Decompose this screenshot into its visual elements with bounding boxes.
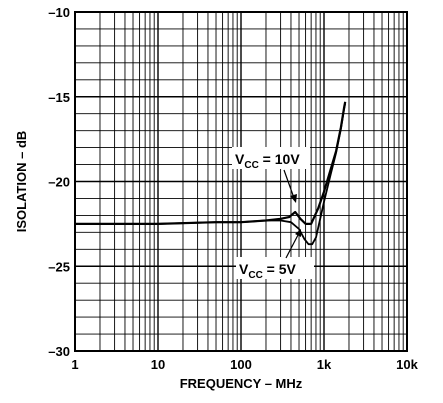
y-tick-label: –10 [48,5,70,20]
y-tick-label: –30 [48,344,70,359]
x-tick-label: 1k [317,357,332,372]
y-axis-title: ISOLATION – dB [14,131,29,233]
plot-frame [74,11,408,352]
x-tick-label: 1 [71,357,78,372]
annotations: VCC = 10V VCC = 5V [232,147,314,281]
x-tick-label: 100 [230,357,252,372]
annotation-5v-background [236,257,314,279]
series-line-vcc-5v [75,103,347,246]
annotation-10v-label: VCC = 10V [235,151,300,171]
x-axis-title: FREQUENCY – MHz [180,376,303,391]
y-tick-label: –15 [48,90,70,105]
y-tick-label: –20 [48,175,70,190]
grid [75,12,407,351]
annotation-5v-label: VCC = 5V [239,261,297,281]
annotation-5v-arrow [285,234,299,259]
annotation-5v-arrowhead [295,229,301,237]
x-tick-label: 10 [151,357,165,372]
x-tick-label: 10k [396,357,418,372]
annotation-10v-arrowhead [290,194,297,203]
tick-labels: 1 10 100 1k 10k –10 –15 –20 –25 –30 [48,5,418,372]
annotation-10v-background [232,147,310,169]
y-tick-label: –25 [48,259,70,274]
annotation-10v-arrow [283,169,295,199]
series-group [75,101,347,246]
